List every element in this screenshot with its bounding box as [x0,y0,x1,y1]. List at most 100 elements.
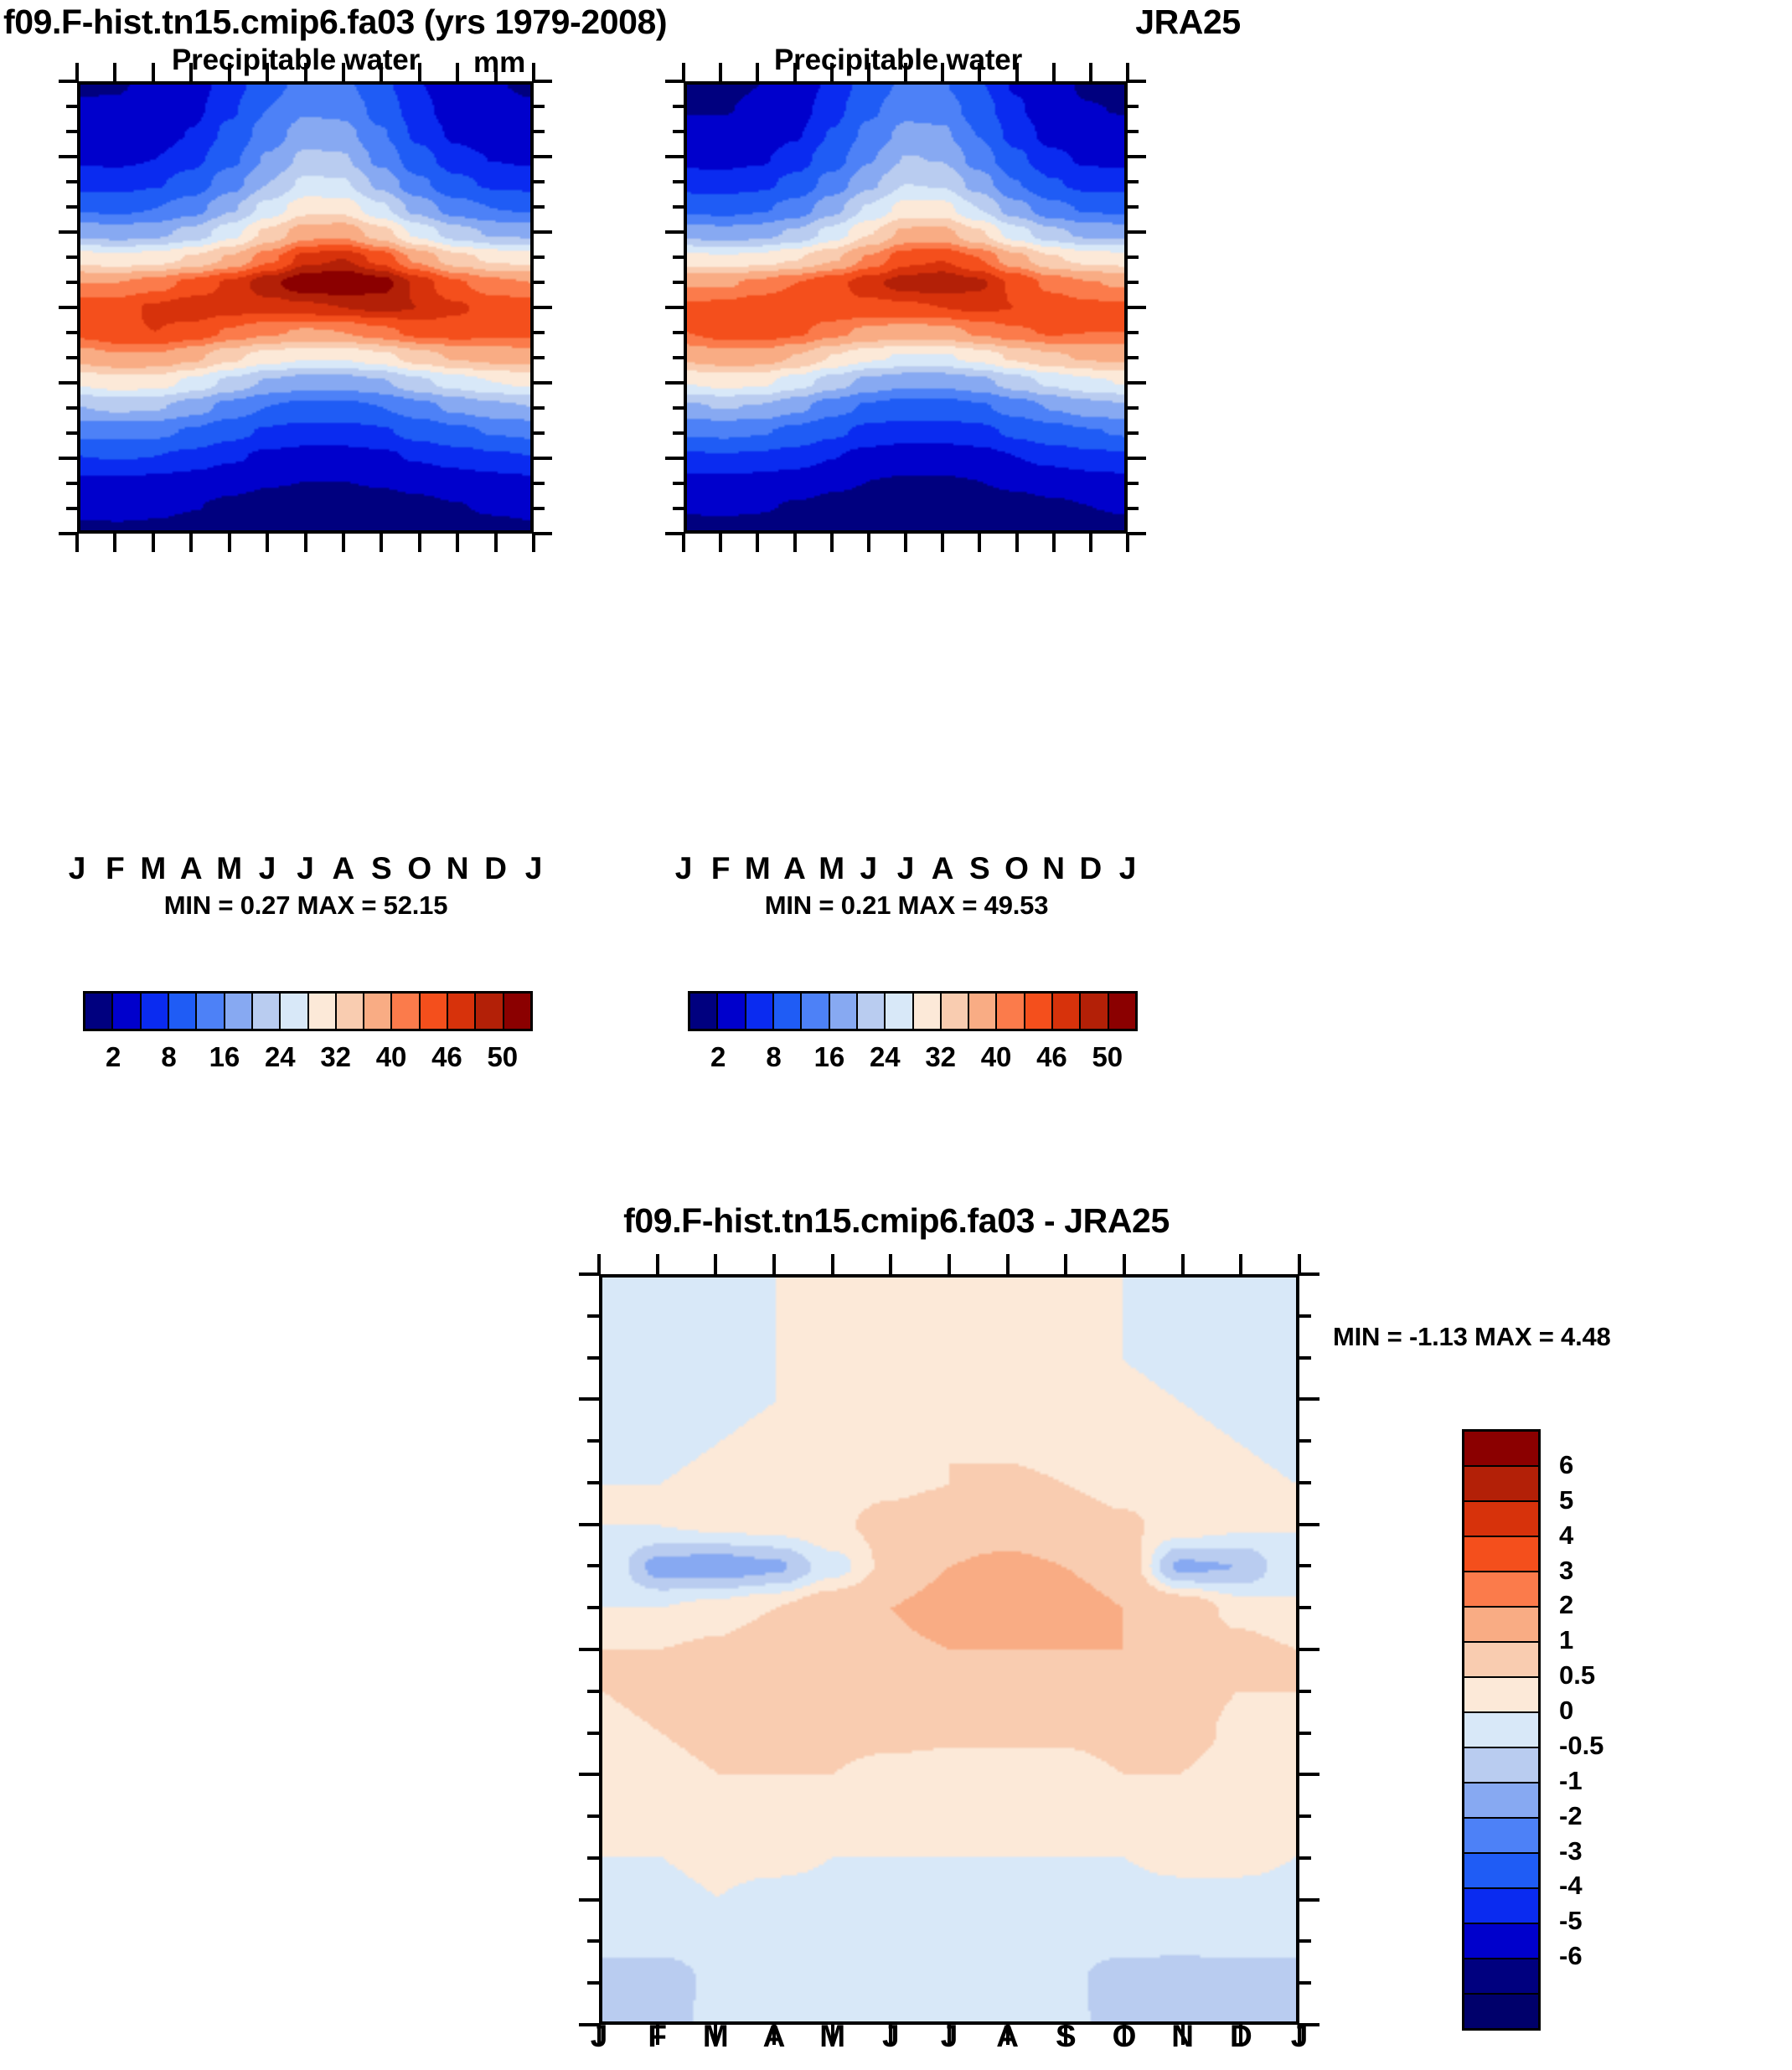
x-axis-label: J [896,851,915,885]
colorbar-swatch [1464,1784,1538,1819]
y-tick [665,457,684,460]
x-tick [75,534,79,552]
model-contour-plot[interactable] [77,81,534,534]
model-colorbar[interactable] [83,991,533,1031]
y-tick [534,482,545,485]
y-tick [534,457,552,460]
x-tick [189,63,194,81]
colorbar-swatch [746,994,774,1029]
x-axis-label: J [258,851,276,885]
y-tick [673,180,684,183]
x-axis-label: J [1118,851,1137,885]
x-tick [341,534,345,552]
y-tick [1299,1897,1319,1902]
x-tick [719,63,723,81]
colorbar-swatch [802,994,830,1029]
colorbar-swatch [1108,994,1135,1029]
colorbar-tick-label: 50 [1092,1041,1123,1072]
y-tick [66,205,77,209]
y-tick [587,1564,599,1568]
diff-colorbar[interactable] [1462,1429,1541,2031]
x-axis-label: M [216,851,243,885]
x-tick [1051,534,1056,552]
colorbar-swatch [690,994,719,1029]
x-tick [189,534,194,552]
x-tick [1298,1254,1301,1274]
colorbar-swatch [504,994,530,1029]
x-tick [597,2025,601,2045]
x-axis-label: M [140,851,167,885]
y-tick [534,281,545,284]
colorbar-swatch [448,994,477,1029]
colorbar-swatch [1081,994,1109,1029]
colorbar-swatch [392,994,421,1029]
y-tick [534,381,552,385]
x-axis-label: J [674,851,693,885]
diff-main-title: f09.F-hist.tn15.cmip6.fa03 - JRA25 [623,1201,1170,1240]
y-tick [587,1355,599,1360]
x-tick [772,2025,776,2045]
x-axis-label: M [702,2019,729,2053]
colorbar-swatch [773,994,803,1029]
colorbar-swatch [1464,1608,1538,1643]
x-tick [793,534,797,552]
x-tick [113,534,117,552]
x-tick [682,63,685,81]
y-tick [66,105,77,108]
x-axis-label: F [106,851,125,885]
x-tick [1126,63,1129,81]
x-axis-label: J [882,2019,900,2053]
y-tick [1128,457,1146,460]
colorbar-swatch [997,994,1025,1029]
diff-minmax-label: MIN = -1.13 MAX = 4.48 [1333,1322,1611,1351]
y-tick [1128,155,1146,158]
colorbar-swatch [1464,1467,1538,1502]
y-tick [59,155,77,158]
y-tick [1299,1355,1311,1360]
y-tick [534,306,552,309]
colorbar-tick-label: 2 [710,1041,726,1072]
x-tick [904,534,907,552]
obs-colorbar[interactable] [688,991,1138,1031]
diff-contour-plot[interactable] [599,1274,1299,2025]
x-axis-label: D [1229,2019,1252,2053]
y-tick [1299,1981,1311,1985]
y-tick [1128,105,1139,108]
model-plot-title: Precipitable water [172,44,420,76]
x-tick [714,1254,718,1274]
x-tick [948,1254,951,1274]
y-tick [1299,1397,1319,1402]
x-tick [151,534,155,552]
x-axis-label: J [68,851,86,885]
colorbar-swatch [1464,1713,1538,1748]
colorbar-tick-label: 16 [813,1041,845,1072]
x-tick [597,1254,601,1274]
colorbar-swatch [336,994,365,1029]
x-tick [756,63,760,81]
y-tick [587,1314,599,1318]
contour-raster [687,85,1124,530]
obs-main-title: JRA25 [1135,3,1241,41]
x-tick [227,534,231,552]
x-tick [889,1254,893,1274]
y-tick [579,1648,599,1651]
y-tick [587,1439,599,1443]
y-tick [534,80,552,83]
colorbar-swatch [969,994,998,1029]
x-tick [1051,63,1056,81]
x-tick [341,63,345,81]
colorbar-swatch [1464,1432,1538,1467]
y-tick [59,457,77,460]
y-tick [579,1773,599,1777]
x-tick [532,534,535,552]
x-axis-label: S [370,851,392,885]
x-tick [1123,1254,1126,1274]
obs-contour-plot[interactable] [684,81,1128,534]
x-tick [1239,2025,1243,2045]
colorbar-swatch [252,994,281,1029]
y-tick [59,381,77,385]
x-tick [227,63,231,81]
x-tick [948,2025,951,2045]
y-tick [587,1939,599,1944]
y-tick [1128,256,1139,259]
